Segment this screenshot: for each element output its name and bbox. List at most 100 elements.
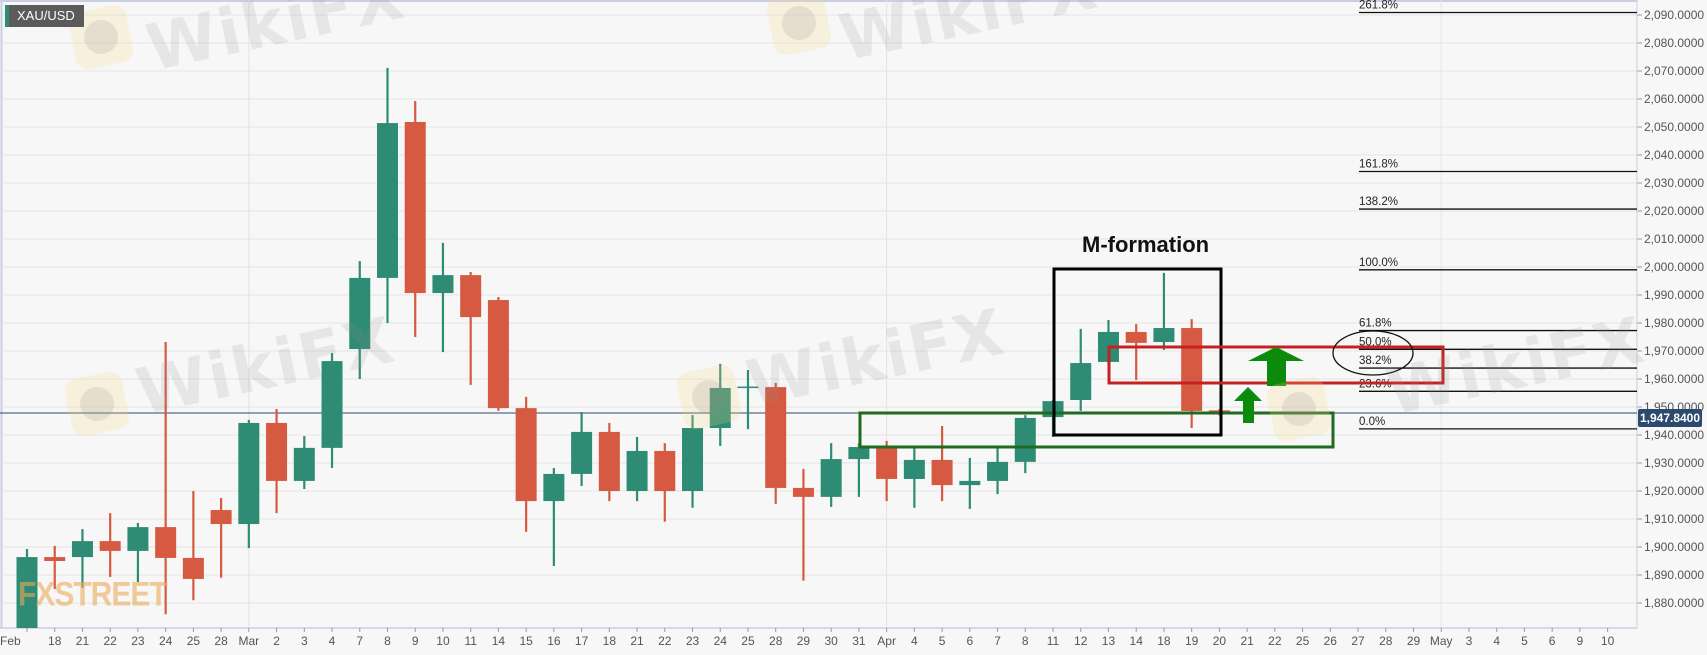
candle-body (71, 541, 93, 558)
x-tick-label: 3 (1466, 634, 1473, 648)
candle (44, 545, 66, 589)
x-tick-label: Feb (0, 634, 21, 648)
candle (404, 100, 426, 337)
x-tick-label: 28 (214, 634, 228, 648)
candle-body (987, 461, 1009, 481)
candle (792, 468, 814, 581)
candle (1014, 415, 1036, 474)
candle (155, 342, 177, 615)
y-tick-label: 1,930.0000 (1644, 456, 1704, 470)
x-tick-label: 21 (630, 634, 644, 648)
y-tick-label: 2,040.0000 (1644, 148, 1704, 162)
candle-body (626, 450, 648, 491)
x-tick-label: 14 (492, 634, 506, 648)
candle (820, 443, 842, 507)
x-tick-label: May (1430, 634, 1453, 648)
candle (266, 408, 288, 514)
x-tick-label: 6 (1549, 634, 1556, 648)
x-tick-label: 9 (412, 634, 419, 648)
x-tick-label: 26 (1324, 634, 1338, 648)
y-tick-label: 1,900.0000 (1644, 540, 1704, 554)
candle (903, 447, 925, 508)
y-tick-label: 1,990.0000 (1644, 288, 1704, 302)
x-tick-label: 17 (575, 634, 589, 648)
x-tick-label: Apr (877, 634, 896, 648)
x-tick-label: 4 (911, 634, 918, 648)
x-tick-label: 5 (939, 634, 946, 648)
y-tick-label: 1,980.0000 (1644, 316, 1704, 330)
x-tick-label: 21 (1240, 634, 1254, 648)
candle-body (931, 459, 953, 486)
current-price-tag: 1,947.8400 (1638, 409, 1702, 427)
y-tick-label: 1,940.0000 (1644, 428, 1704, 442)
x-tick-label: Mar (239, 634, 260, 648)
fib-level-label: 38.2% (1359, 355, 1392, 367)
x-tick-label: 18 (603, 634, 617, 648)
candle (848, 443, 870, 497)
x-tick-label: 28 (1379, 634, 1393, 648)
fib-level-label: 0.0% (1359, 416, 1385, 428)
candle-body (709, 387, 731, 428)
candle (598, 422, 620, 502)
candle (1125, 324, 1147, 381)
candle (182, 491, 204, 601)
candle (571, 412, 593, 486)
symbol-label[interactable]: XAU/USD (5, 5, 84, 27)
x-tick-label: 18 (48, 634, 62, 648)
x-tick-label: 13 (1102, 634, 1116, 648)
candle (543, 468, 565, 567)
candle-body (903, 459, 925, 479)
x-tick-label: 4 (1493, 634, 1500, 648)
x-tick-label: 5 (1521, 634, 1528, 648)
candle-body (16, 557, 38, 628)
y-tick-label: 1,960.0000 (1644, 372, 1704, 386)
x-tick-label: 18 (1157, 634, 1171, 648)
y-tick-label: 1,970.0000 (1644, 344, 1704, 358)
candle-body (266, 422, 288, 481)
fib-highlight-ellipse (1332, 330, 1414, 376)
candle-body (1181, 328, 1203, 411)
x-tick-label: 31 (852, 634, 866, 648)
candle-body (404, 121, 426, 294)
candle-body (349, 277, 371, 350)
candle (959, 457, 981, 509)
candle-body (598, 431, 620, 491)
y-tick-label: 2,030.0000 (1644, 176, 1704, 190)
support-zone-green-box (858, 411, 1335, 449)
candle (682, 415, 704, 508)
x-tick-label: 4 (329, 634, 336, 648)
fib-level-label: 261.8% (1359, 0, 1398, 11)
x-tick-label: 11 (464, 634, 477, 648)
x-tick-label: 16 (547, 634, 561, 648)
m-formation-label: M-formation (1082, 232, 1210, 257)
candle-body (210, 510, 232, 525)
x-tick-label: 30 (824, 634, 838, 648)
x-tick-label: 11 (1047, 634, 1060, 648)
candle (1153, 272, 1175, 350)
candle (16, 548, 38, 628)
x-tick-label: 7 (356, 634, 363, 648)
candle-body (1125, 331, 1147, 343)
x-tick-label: 19 (1185, 634, 1199, 648)
x-tick-label: 10 (1601, 634, 1615, 648)
x-tick-label: 27 (1351, 634, 1365, 648)
candle (515, 396, 537, 532)
candle-body (432, 275, 454, 294)
x-tick-label: 23 (131, 634, 145, 648)
fib-level-label: 50.0% (1359, 336, 1392, 348)
x-tick-label: 20 (1213, 634, 1227, 648)
x-tick-label: 22 (658, 634, 672, 648)
candle-body (127, 527, 149, 551)
big-up-arrow-icon (1248, 347, 1304, 386)
x-tick-label: 24 (159, 634, 173, 648)
x-tick-label: 8 (1022, 634, 1029, 648)
x-tick-label: 24 (714, 634, 728, 648)
candle (99, 513, 121, 577)
x-tick-label: 14 (1130, 634, 1144, 648)
candle (931, 426, 953, 502)
x-tick-label: 10 (436, 634, 450, 648)
candle-body (1153, 328, 1175, 343)
candle-body (765, 387, 787, 488)
candle-body (1070, 363, 1092, 400)
